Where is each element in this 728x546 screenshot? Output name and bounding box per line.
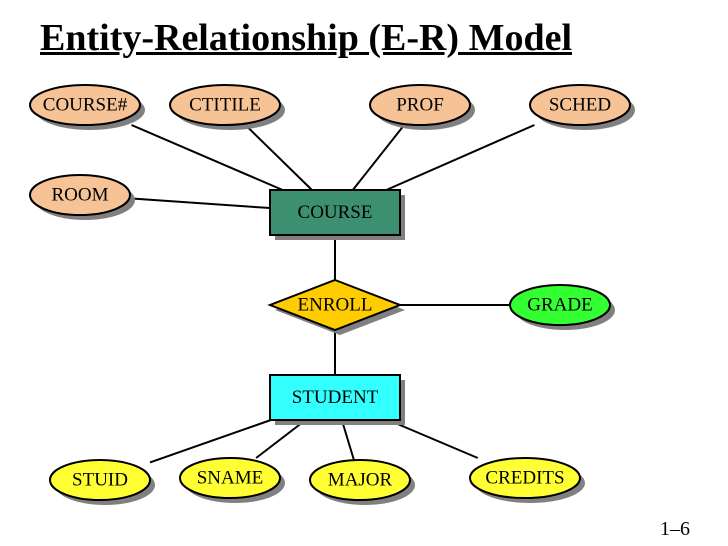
attribute-label-credits: CREDITS [485, 467, 564, 488]
attribute-label-major: MAJOR [328, 469, 393, 490]
attribute-label-sched: SCHED [549, 94, 611, 115]
attribute-label-room: ROOM [51, 184, 108, 205]
edge-ctitile-course [245, 125, 312, 190]
attribute-label-prof: PROF [396, 94, 444, 115]
edge-major-student [342, 420, 354, 460]
er-diagram-svg: COURSE STUDENT ENROLL COURSE# CTITILE PROF SCH… [0, 0, 728, 546]
page-number: 1–6 [660, 518, 690, 541]
shapes-layer: COURSE STUDENT ENROLL COURSE# CTITILE PROF SCH… [30, 85, 635, 505]
edge-sname-student [256, 420, 306, 458]
edge-sched-course [386, 125, 534, 190]
entity-label-student: STUDENT [292, 387, 379, 408]
attribute-label-sname: SNAME [197, 467, 264, 488]
edge-stuid-student [150, 420, 271, 462]
edge-credits-student [388, 420, 478, 458]
attribute-label-grade: GRADE [527, 294, 592, 315]
attribute-label-coursenum: COURSE# [43, 94, 128, 115]
attribute-label-stuid: STUID [72, 469, 128, 490]
edge-prof-course [353, 125, 404, 190]
entity-label-course: COURSE [298, 202, 373, 223]
attribute-label-ctitile: CTITILE [189, 94, 261, 115]
diagram-stage: Entity-Relationship (E-R) Model COURSEST… [0, 0, 728, 546]
relationship-label-enroll: ENROLL [298, 294, 373, 315]
edge-coursenum-course [132, 125, 283, 190]
edge-room-course [130, 198, 270, 208]
